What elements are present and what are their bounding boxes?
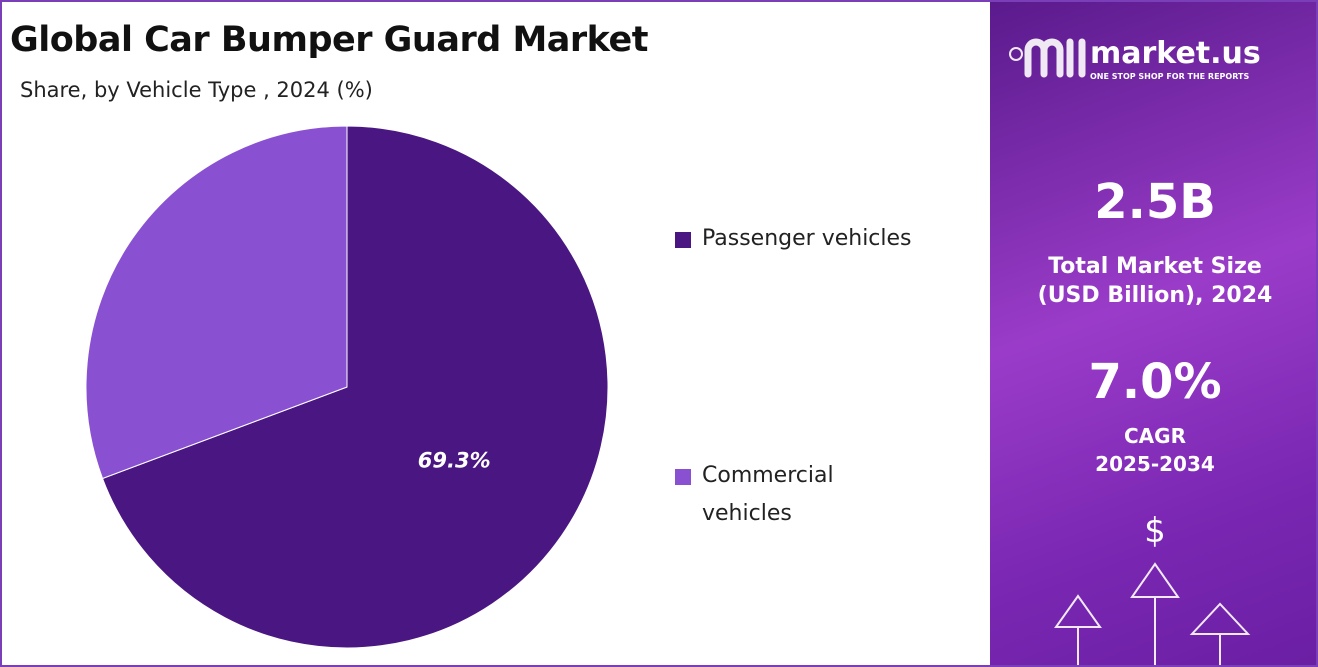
legend-item: Passenger vehicles bbox=[674, 220, 912, 258]
chart-title: Global Car Bumper Guard Market bbox=[10, 20, 648, 60]
legend-swatch bbox=[674, 231, 692, 249]
cagr-period: 2025-2034 bbox=[1095, 452, 1215, 476]
pie-slice bbox=[101, 125, 609, 649]
market-size: 2.5B bbox=[1094, 174, 1216, 230]
brand: market.us bbox=[1090, 36, 1261, 71]
data-label: 69.3% bbox=[418, 448, 491, 472]
pie-slice bbox=[85, 125, 348, 480]
dollar-icon: $ bbox=[1144, 511, 1166, 551]
tagline: ONE STOP SHOP FOR THE REPORTS bbox=[1090, 72, 1250, 81]
legend-label: Commercial vehicles bbox=[702, 463, 834, 526]
legend-swatch bbox=[674, 468, 692, 486]
market-size-label: Total Market Size (USD Billion), 2024 bbox=[1037, 254, 1273, 308]
legend-item: Commercial vehicles bbox=[674, 457, 892, 533]
chart-subtitle: Share, by Vehicle Type , 2024 (%) bbox=[20, 78, 373, 102]
panel-decoration: $ bbox=[1009, 38, 1251, 665]
legend-label: Passenger vehicles bbox=[702, 226, 912, 251]
side-panel: $ market.us ONE STOP SHOP FOR THE REPORT… bbox=[990, 2, 1316, 665]
cagr-label: CAGR bbox=[1124, 424, 1186, 448]
cagr: 7.0% bbox=[1088, 354, 1222, 410]
